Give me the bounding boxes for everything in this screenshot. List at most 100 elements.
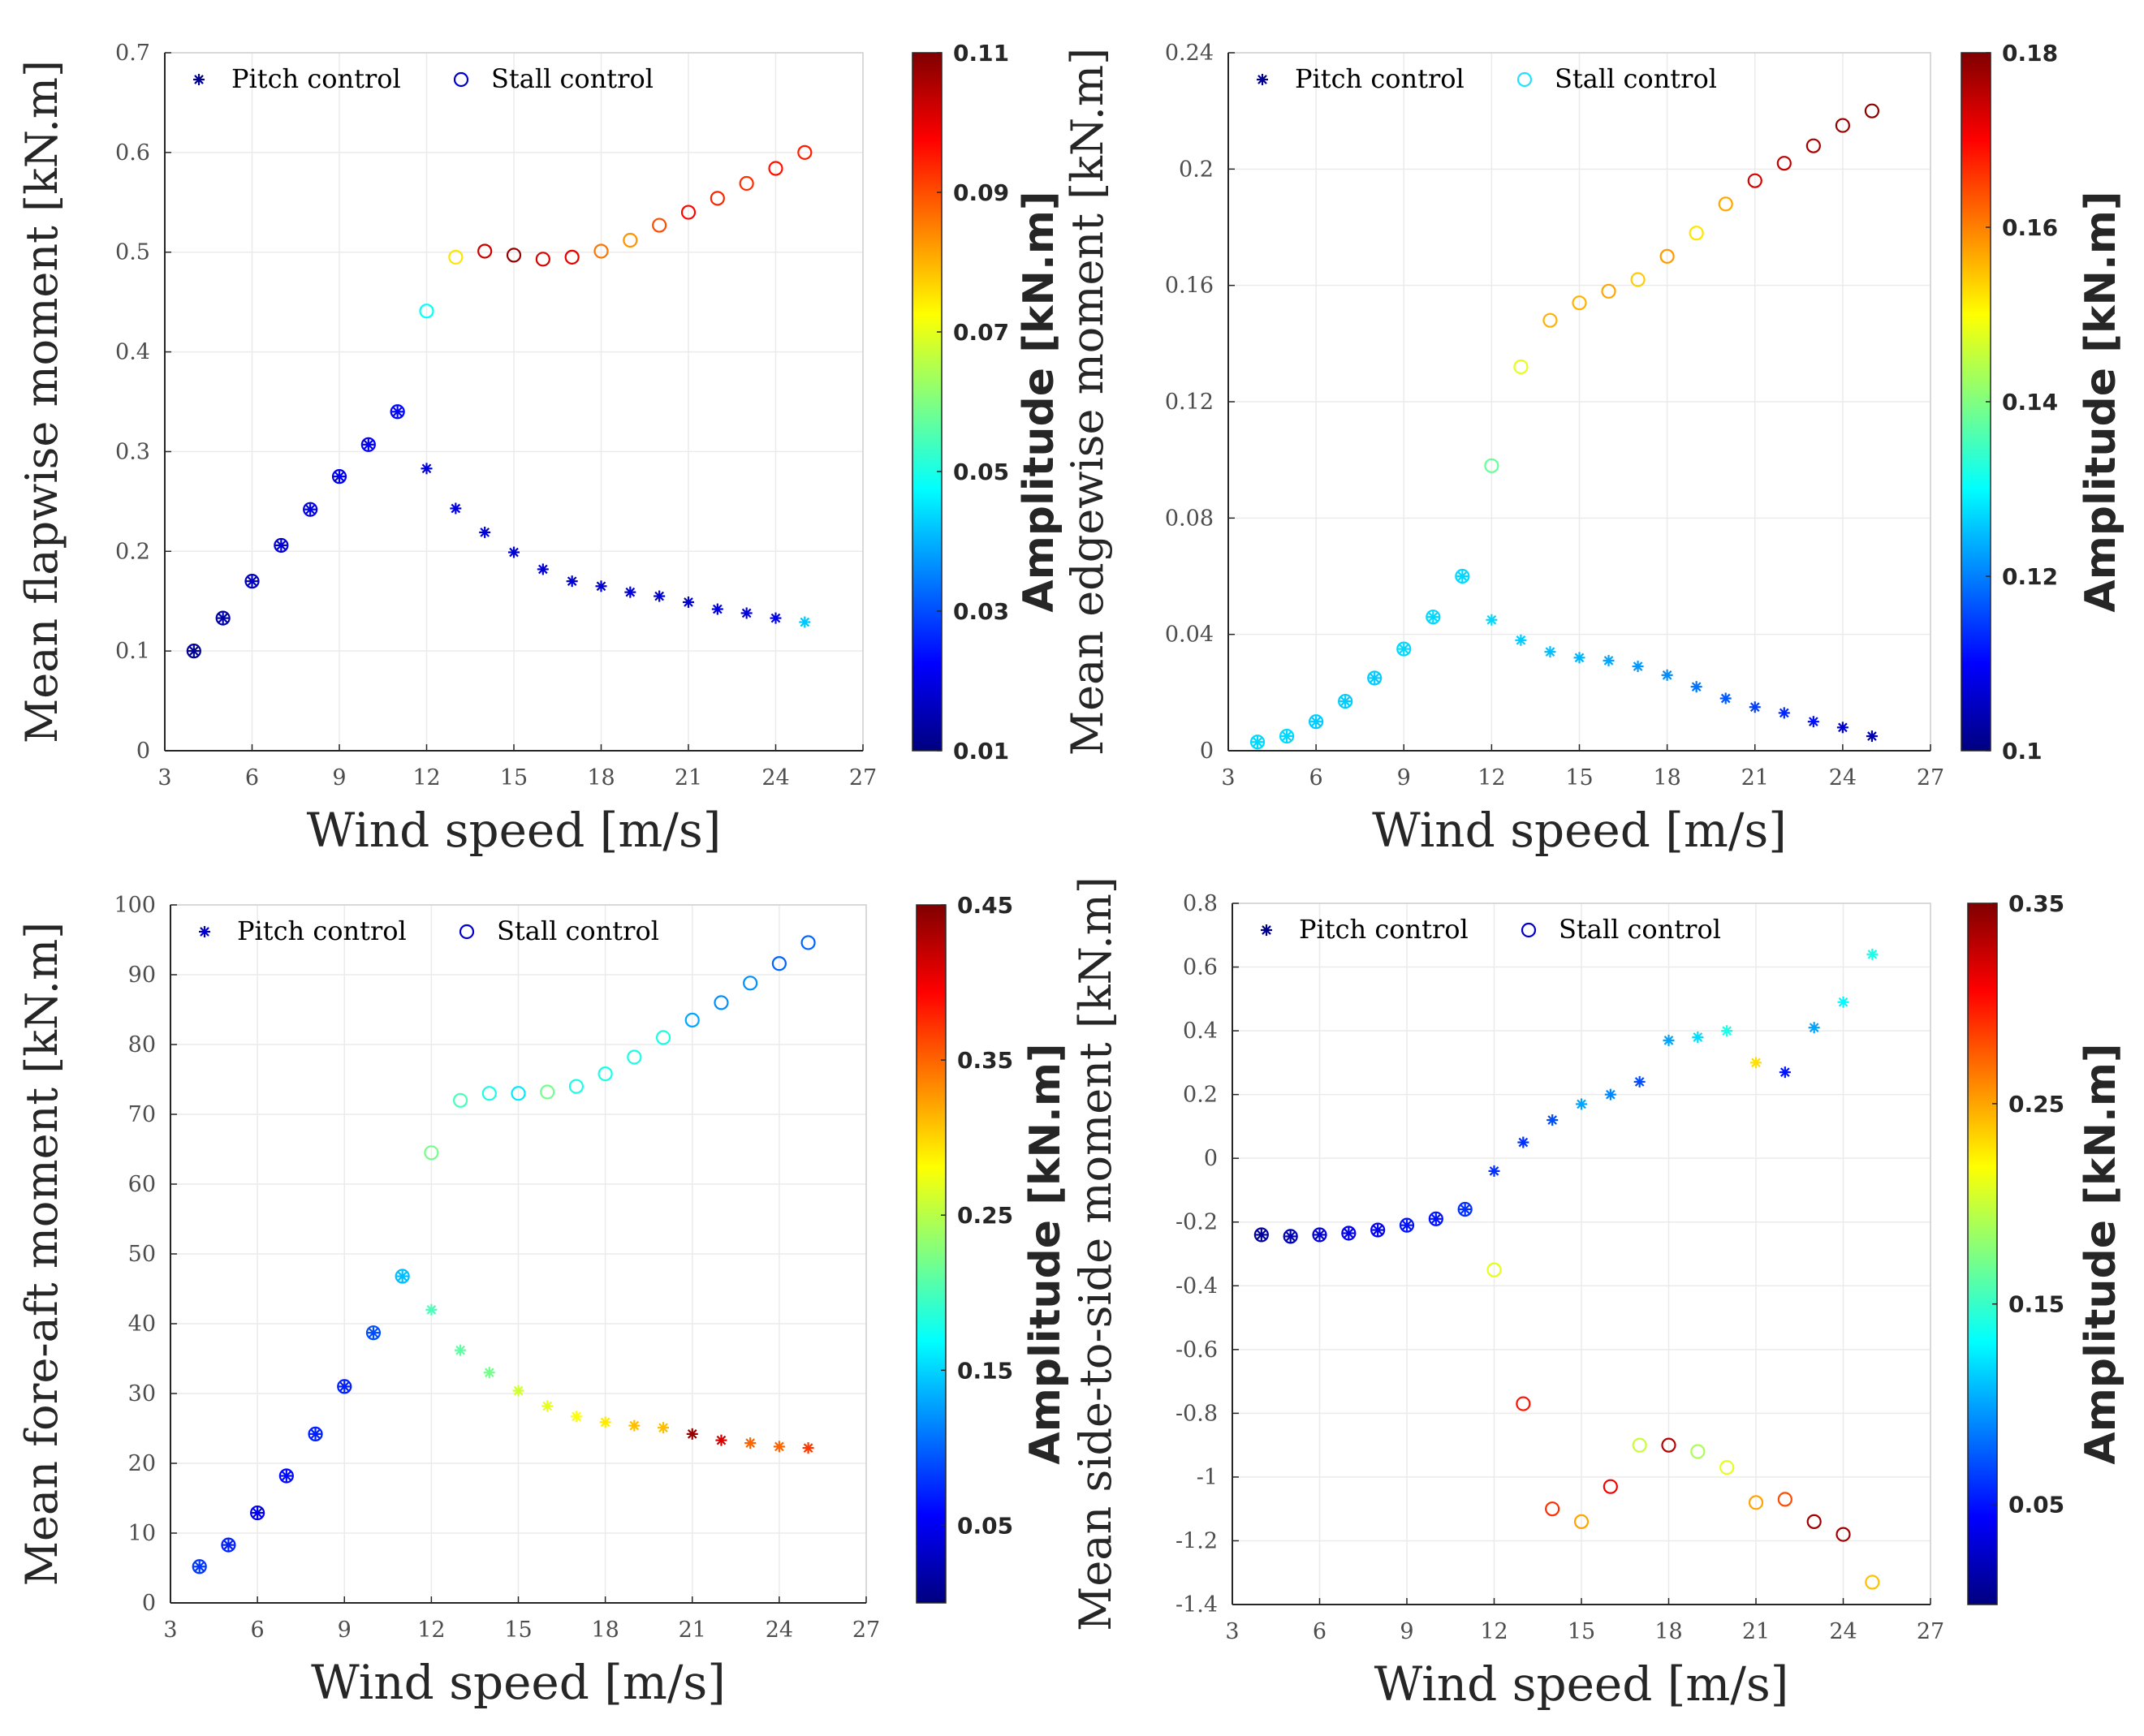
- data-point-asterisk: [1632, 661, 1644, 673]
- data-point-asterisk: [1836, 722, 1848, 734]
- data-point-asterisk: [802, 1442, 814, 1454]
- colorbar: 0.01 0.03 0.05 0.07 0.09 0.11 Amplitude [kN.m]: [912, 40, 1063, 765]
- legend-stall-label: Stall control: [491, 63, 654, 94]
- asterisk-stroke: [770, 613, 781, 623]
- x-tick-label: 24: [761, 765, 789, 790]
- asterisk-stroke: [713, 604, 723, 614]
- data-point-circle: [481, 1086, 497, 1101]
- asterisk-stroke: [1489, 1166, 1499, 1176]
- data-point-asterisk: [1398, 643, 1410, 655]
- data-point-circle: [1748, 1495, 1764, 1510]
- data-point-asterisk: [396, 1270, 408, 1282]
- x-tick-label: 21: [675, 765, 702, 790]
- data-point-asterisk: [193, 1561, 205, 1573]
- data-point-circle: [1428, 1211, 1443, 1226]
- asterisk-stroke: [194, 1562, 205, 1572]
- x-tick-label: 18: [1654, 1619, 1682, 1644]
- data-point-asterisk: [1517, 1136, 1529, 1148]
- y-tick-label: -0.6: [1176, 1338, 1218, 1363]
- data-point-asterisk: [252, 1507, 264, 1519]
- data-point-circle: [652, 218, 667, 233]
- data-point-asterisk: [1661, 669, 1673, 681]
- asterisk-stroke: [1518, 1137, 1529, 1148]
- data-point-circle: [1690, 1444, 1706, 1459]
- asterisk-stroke: [803, 1443, 813, 1453]
- data-point-circle: [1249, 734, 1266, 750]
- data-point-circle: [337, 1379, 352, 1394]
- asterisk-stroke: [687, 1429, 697, 1439]
- colorbar-tick-label: 0.25: [2008, 1091, 2064, 1118]
- data-point-circle: [593, 243, 609, 259]
- colorbar-tick-label: 0.11: [953, 40, 1009, 67]
- asterisk-stroke: [455, 1345, 465, 1355]
- y-tick-label: -1.2: [1176, 1528, 1218, 1553]
- colorbar-tick-label: 0.12: [2002, 563, 2058, 590]
- y-tick-label: 0.1: [115, 639, 150, 664]
- legend-pitch-label: Pitch control: [1295, 63, 1465, 94]
- data-point-circle: [1545, 1501, 1560, 1517]
- series-pitch-control: [1252, 571, 1878, 748]
- asterisk-stroke: [596, 581, 606, 592]
- data-point-circle: [365, 1325, 382, 1341]
- data-point-asterisk: [479, 526, 491, 538]
- asterisk-stroke: [480, 528, 490, 537]
- data-point-asterisk: [1778, 707, 1790, 719]
- x-tick-label: 15: [1565, 765, 1593, 790]
- legend-stall-label: Stall control: [497, 915, 659, 946]
- chart-panel-3: 3 6 9 12 15 18 21 24 27 0 10 20 30 40 50 60 70 80 90 100 Win…: [16, 892, 1070, 1710]
- asterisk-stroke: [1340, 696, 1350, 706]
- data-point-asterisk: [455, 1344, 467, 1356]
- data-point-circle: [540, 1084, 555, 1100]
- legend-stall-marker: [1521, 922, 1537, 938]
- data-point-circle: [1805, 138, 1821, 153]
- y-tick-label: 20: [128, 1451, 156, 1476]
- y-tick-label: 90: [128, 963, 156, 988]
- data-point-asterisk: [246, 575, 258, 588]
- data-point-circle: [1516, 1396, 1531, 1411]
- data-point-asterisk: [566, 575, 578, 588]
- data-point-circle: [1312, 1227, 1327, 1243]
- data-point-circle: [1399, 1217, 1415, 1233]
- legend-stall-label: Stall control: [1559, 914, 1721, 945]
- data-point-circle: [1776, 156, 1792, 171]
- data-point-asterisk: [275, 539, 287, 551]
- series-stall-control: [186, 144, 813, 659]
- asterisk-stroke: [1574, 653, 1585, 663]
- colorbar-tick-label: 0.01: [953, 738, 1009, 765]
- data-point-circle: [568, 1079, 585, 1094]
- data-point-circle: [797, 144, 813, 160]
- data-point-asterisk: [1866, 948, 1879, 960]
- asterisk-stroke: [1545, 647, 1555, 657]
- asterisk-stroke: [509, 547, 519, 558]
- asterisk-stroke: [1373, 1225, 1383, 1235]
- data-point-circle: [535, 252, 550, 267]
- data-point-circle: [800, 935, 816, 950]
- asterisk-stroke: [1344, 1228, 1354, 1238]
- data-point-circle: [1484, 458, 1499, 473]
- y-tick-label: 0.3: [115, 439, 150, 464]
- y-tick-label: 100: [114, 893, 156, 918]
- colorbar-gradient: [1967, 902, 1998, 1605]
- data-point-circle: [739, 175, 754, 192]
- data-point-asterisk: [339, 1381, 351, 1393]
- data-point-asterisk: [1576, 1098, 1587, 1110]
- data-point-asterisk: [1749, 701, 1761, 713]
- data-point-circle: [215, 610, 231, 626]
- data-point-asterisk: [367, 1327, 379, 1339]
- data-point-circle: [1603, 1479, 1618, 1494]
- asterisk-stroke: [421, 463, 432, 474]
- colorbar: 0.05 0.15 0.25 0.35 Amplitude [kN.m]: [1967, 890, 2125, 1605]
- x-tick-label: 15: [1568, 1619, 1595, 1644]
- data-point-circle: [1572, 295, 1587, 311]
- data-point-circle: [477, 243, 493, 259]
- x-tick-label: 15: [504, 1618, 532, 1643]
- asterisk-stroke: [542, 1401, 553, 1411]
- asterisk-stroke: [1662, 670, 1672, 680]
- asterisk-stroke: [538, 564, 548, 575]
- data-point-asterisk: [1339, 696, 1352, 708]
- data-point-circle: [684, 1012, 700, 1028]
- y-tick-label: 0.4: [1183, 1019, 1218, 1044]
- data-point-asterisk: [334, 471, 345, 483]
- asterisk-stroke: [451, 503, 461, 514]
- legend: Pitch control Stall control: [1257, 63, 1717, 94]
